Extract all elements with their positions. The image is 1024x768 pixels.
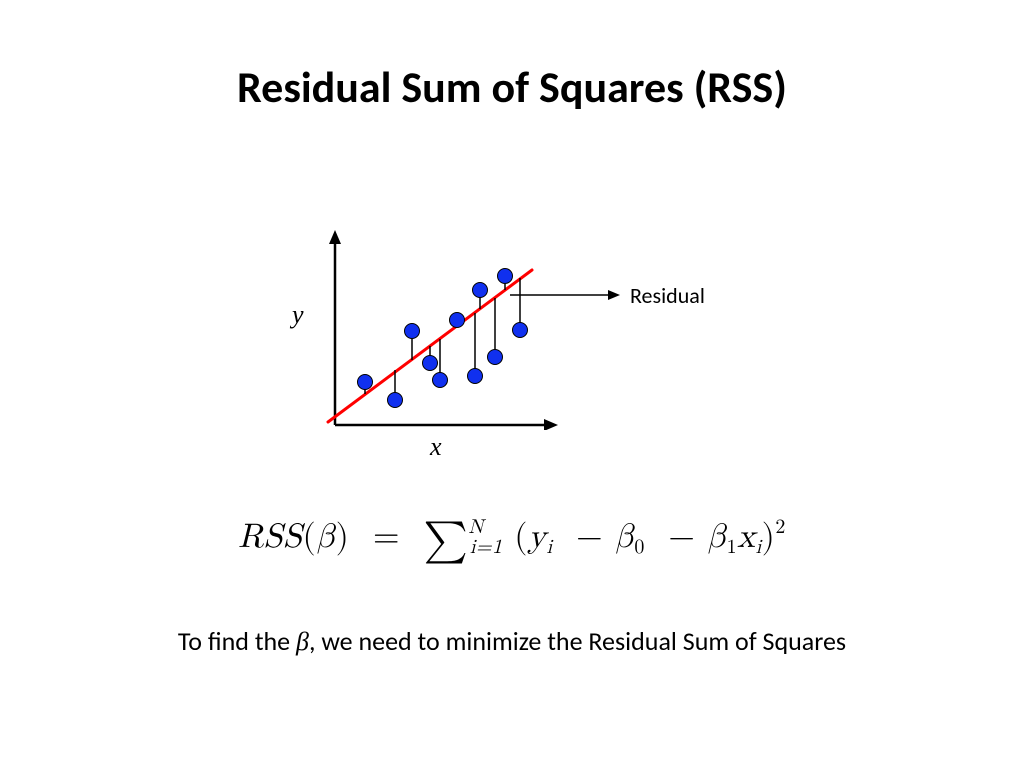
residual-label: Residual — [630, 282, 705, 309]
scatter-chart — [320, 230, 560, 430]
slide-caption: To find the β, we need to minimize the R… — [0, 625, 1024, 657]
x-axis-label: x — [430, 432, 442, 462]
rss-formula: RSS(β) = ∑Ni=1 (yi − β0 − β1xi)2 — [0, 515, 1024, 566]
slide-title: Residual Sum of Squares (RSS) — [0, 60, 1024, 114]
y-axis-label: y — [292, 300, 304, 330]
